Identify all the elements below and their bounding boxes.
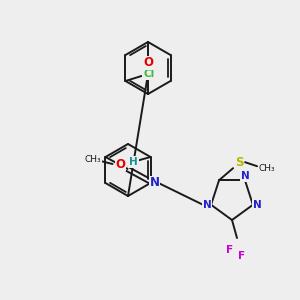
Text: S: S [235,156,243,169]
Text: Cl: Cl [144,69,155,79]
Text: Cl: Cl [142,67,154,77]
Text: CH₃: CH₃ [84,154,101,164]
Text: O: O [116,158,125,170]
Text: H: H [129,157,138,167]
Text: N: N [253,200,261,210]
Text: O: O [143,56,153,70]
Text: F: F [238,251,246,261]
Text: N: N [241,171,249,181]
Text: CH₃: CH₃ [259,164,275,173]
Text: F: F [226,245,234,255]
Text: N: N [149,176,160,190]
Text: N: N [203,200,212,210]
